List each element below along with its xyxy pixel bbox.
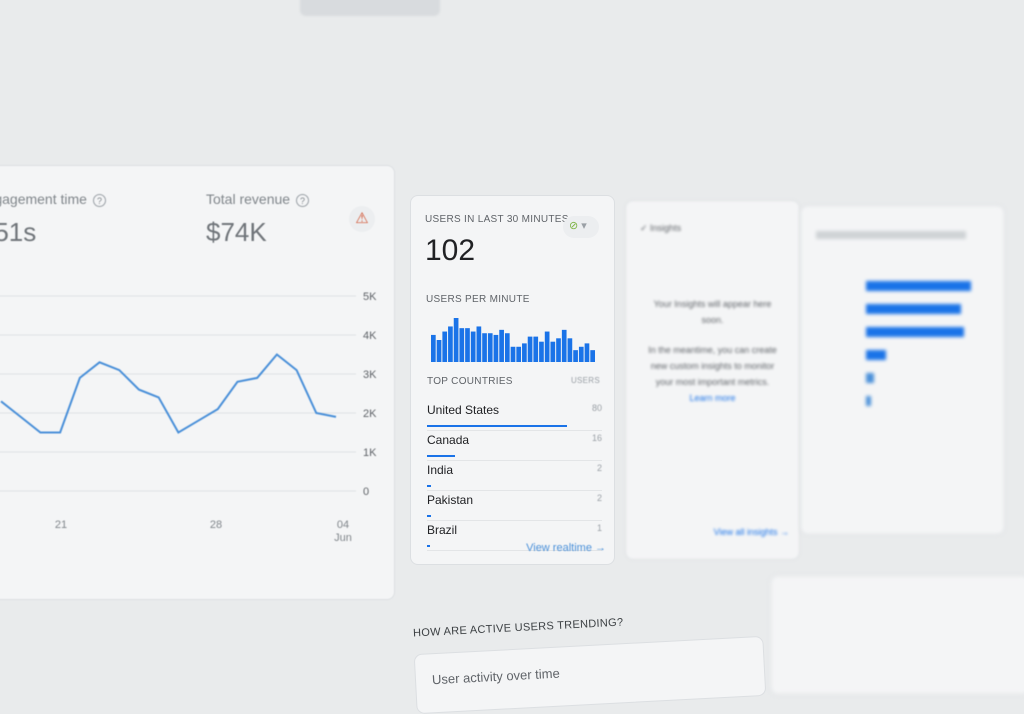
country-name: United States [427,403,500,417]
minute-bar [516,346,522,362]
user-activity-card: User activity over time [413,635,767,714]
engagement-label: Avg engagement time [0,191,87,207]
x-tick-label: 21 [55,519,67,531]
engagement-value: 1m 51s [0,217,37,247]
minute-bar [465,328,470,362]
minute-bar [510,346,516,362]
section-heading: HOW ARE ACTIVE USERS TRENDING? [412,616,624,640]
insights-title: ✓ Insights [640,223,682,233]
country-users: 16 [591,433,602,443]
country-users: 2 [596,493,602,503]
learn-more-link[interactable]: Learn more [689,393,736,403]
realtime-card: USERS IN LAST 30 MINUTES ⊘ ▾ 102 USERS P… [410,195,615,565]
minute-bar [590,350,595,362]
minute-bar [448,326,453,362]
top-countries-label: TOP COUNTRIES [427,376,513,387]
blurred-bar-card [800,205,1005,535]
country-name: Canada [427,433,470,447]
y-tick-label: 0 [363,486,369,498]
compare-dropdown[interactable]: ⊘ ▾ [563,216,599,238]
country-users: 80 [591,403,602,413]
y-tick-label: 5K [363,291,377,303]
per-minute-label: USERS PER MINUTE [426,294,530,305]
minute-bar [584,343,590,362]
country-row[interactable]: Pakistan 2 [427,491,602,521]
minute-bar [522,343,527,362]
minute-bar [561,329,567,362]
y-tick-label: 4K [363,330,377,342]
minute-bar [539,341,544,362]
top-bar [300,0,440,16]
revenue-line [0,353,337,434]
engagement-metric[interactable]: Avg engagement time? 1m 51s [0,191,106,248]
minute-bar [527,336,533,362]
insights-description: In the meantime, you can create new cust… [648,345,777,387]
realtime-title: USERS IN LAST 30 MINUTES [425,214,569,225]
blurred-card [770,575,1024,695]
x-tick-label: Jun [334,532,352,544]
country-users: 2 [596,463,602,473]
country-row[interactable]: Canada 16 [427,431,602,461]
minute-bar [556,338,561,362]
insights-card: ✓ Insights Your Insights will appear her… [625,200,800,560]
minute-bar [499,329,504,362]
view-realtime-link[interactable]: View realtime → [526,542,606,554]
minute-bar [550,341,556,362]
country-share-bar [427,515,431,517]
check-circle-icon: ⊘ [569,220,579,232]
minute-bar [442,331,448,362]
minute-bar [578,346,584,362]
country-users: 1 [596,523,602,533]
minute-bar [493,334,499,362]
x-tick-label: 28 [210,519,222,531]
country-row[interactable]: Brazil 1 [427,521,602,551]
horizontal-bar-chart [816,231,971,406]
minute-bar [476,326,482,362]
warning-triangle-icon[interactable]: ⚠ [349,206,375,232]
y-tick-label: 3K [363,369,377,381]
minute-bar [431,334,436,362]
minute-bar [533,336,539,362]
minute-bar [470,331,476,362]
country-share-bar [427,545,430,547]
minute-bar [459,328,465,362]
country-name: Brazil [427,523,458,537]
minute-bar [573,350,578,362]
realtime-users-value: 102 [425,234,476,267]
country-name: Pakistan [427,493,474,507]
country-share-bar [427,455,455,457]
country-row[interactable]: India 2 [427,461,602,491]
country-row[interactable]: United States 80 [427,401,602,431]
minute-bar [436,340,442,362]
country-share-bar [427,425,567,427]
y-tick-label: 2K [363,408,377,420]
x-tick-label: 04 [337,519,349,531]
chevron-down-icon: ▾ [581,220,587,232]
revenue-value: $74K [206,217,267,247]
minute-bar [482,333,487,362]
overview-card: Avg engagement time? 1m 51s Total revenu… [0,165,395,600]
country-share-bar [427,485,431,487]
users-column-label: USERS [570,376,600,385]
minute-bar [544,331,550,362]
minute-bar [487,333,493,362]
help-icon[interactable]: ? [92,193,106,207]
y-tick-label: 1K [363,447,377,459]
minute-bar [504,333,510,362]
minute-bar [453,318,459,362]
revenue-metric[interactable]: Total revenue? $74K [206,191,310,248]
insights-message: Your Insights will appear here soon. [653,299,772,325]
revenue-label: Total revenue [206,191,291,207]
users-per-minute-chart [431,318,595,362]
help-icon[interactable]: ? [296,193,310,207]
view-all-insights-link[interactable]: View all insights → [713,527,789,537]
user-activity-title: User activity over time [431,665,561,688]
minute-bar [567,338,573,362]
country-name: India [427,463,454,477]
